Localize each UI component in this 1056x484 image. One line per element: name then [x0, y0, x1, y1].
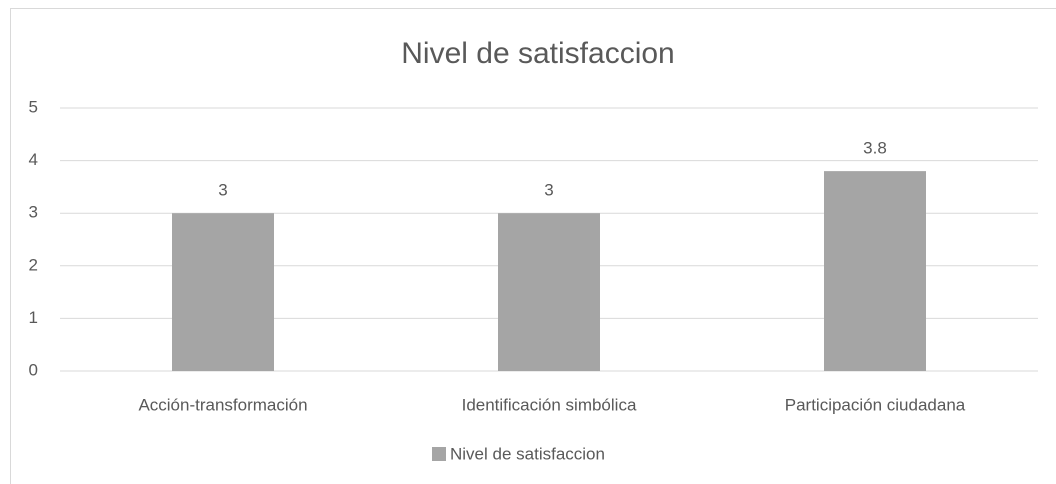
bar [498, 213, 600, 371]
data-label: 3 [544, 181, 553, 200]
x-tick-label: Participación ciudadana [785, 395, 966, 414]
y-tick-label: 4 [29, 150, 38, 169]
chart-title: Nivel de satisfaccion [401, 37, 674, 70]
x-tick-label: Identificación simbólica [462, 395, 637, 414]
bar [824, 171, 926, 371]
y-tick-label: 5 [29, 97, 38, 116]
y-tick-label: 1 [29, 308, 38, 327]
y-tick-label: 3 [29, 203, 38, 222]
y-tick-label: 0 [29, 360, 38, 379]
data-label: 3 [218, 181, 227, 200]
x-tick-label: Acción-transformación [138, 395, 307, 414]
data-label: 3.8 [863, 139, 887, 158]
legend-swatch [432, 447, 446, 461]
bar [172, 213, 274, 371]
y-tick-label: 2 [29, 255, 38, 274]
legend-label: Nivel de satisfaccion [450, 444, 605, 463]
